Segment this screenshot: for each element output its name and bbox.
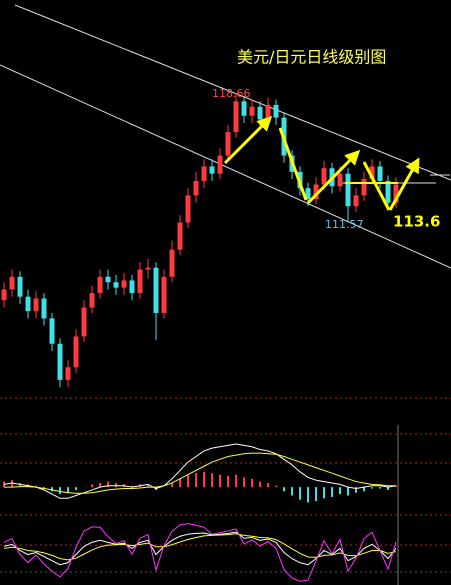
indicator-line: [3, 531, 397, 566]
arrow: [388, 157, 420, 211]
candle-body: [273, 104, 279, 118]
separators: [0, 397, 451, 573]
indicator-line: [4, 452, 396, 494]
candle-body: [105, 276, 111, 283]
low-label: 111.57: [325, 218, 364, 231]
candle-body: [169, 249, 175, 277]
candle-body: [33, 298, 39, 312]
candle-body: [345, 173, 351, 207]
arrow: [362, 161, 391, 211]
channel-line: [0, 64, 451, 269]
candle-body: [265, 104, 271, 120]
candle-body: [177, 222, 183, 250]
candle-body: [217, 155, 223, 174]
candle-body: [353, 195, 359, 207]
candle-body: [241, 101, 247, 116]
candle-body: [57, 343, 63, 380]
candle-body: [321, 168, 327, 185]
candle-body: [161, 276, 167, 313]
candle-body: [65, 367, 71, 380]
candle-body: [393, 184, 399, 203]
candle-body: [1, 289, 7, 301]
kdj-panel: [3, 523, 397, 582]
candle-body: [89, 293, 95, 308]
indicator-line: [3, 443, 397, 499]
candle-body: [201, 166, 207, 181]
candle-body: [113, 282, 119, 288]
candle-body: [257, 106, 263, 120]
candle-body: [9, 276, 15, 290]
arrow: [278, 127, 308, 201]
candle-body: [121, 280, 127, 288]
arrow: [223, 115, 273, 165]
target-label: 113.6: [393, 213, 440, 231]
candle-body: [225, 132, 231, 156]
candle-body: [49, 318, 55, 344]
channel-line: [14, 4, 451, 181]
candle-body: [137, 269, 143, 294]
candle-body: [97, 276, 103, 294]
candle-body: [305, 188, 311, 199]
candle-body: [377, 166, 383, 181]
chart-title: 美元/日元日线级别图: [237, 48, 386, 67]
candle-body: [185, 195, 191, 223]
candle-body: [17, 276, 23, 297]
candle-body: [25, 296, 31, 312]
candle-body: [129, 280, 135, 294]
arrow: [306, 149, 361, 205]
candle-body: [145, 267, 151, 270]
candle-body: [81, 307, 87, 337]
indicator-line: [3, 533, 397, 561]
candle-body: [233, 101, 239, 133]
candle-body: [41, 298, 47, 319]
candle-body: [153, 267, 159, 313]
candle-body: [313, 184, 319, 199]
candle-body: [209, 166, 215, 174]
macd-panel: [3, 443, 397, 503]
candle-body: [385, 180, 391, 203]
candle-body: [193, 180, 199, 196]
high-label: 118.66: [212, 87, 251, 100]
candle-body: [361, 179, 367, 196]
candle-body: [337, 173, 343, 187]
arrows: [223, 115, 420, 211]
indicator-line: [3, 523, 397, 582]
candles: [1, 92, 399, 388]
candle-body: [73, 336, 79, 368]
candle-body: [249, 106, 255, 116]
candle-body: [369, 166, 375, 180]
